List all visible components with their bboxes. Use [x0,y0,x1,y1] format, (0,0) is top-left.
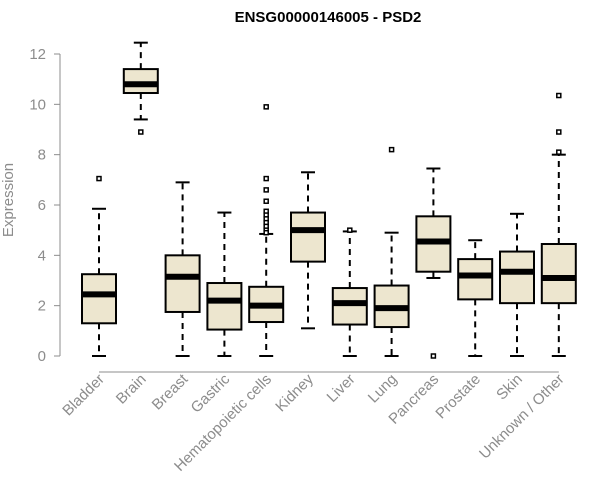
y-tick-label: 2 [38,298,46,315]
box-iqr [540,243,577,305]
box-lung [373,146,410,357]
outlier-point [263,198,269,204]
outlier-point [263,187,269,193]
box-skin [499,212,535,357]
box-prostate [457,239,494,357]
box-iqr [499,250,535,305]
outlier-point [556,149,562,155]
outlier-point [263,229,269,236]
outlier-point [96,175,102,182]
box-iqr [206,282,243,331]
outlier-point [388,146,395,153]
outlier-point [347,227,353,233]
y-tick-label: 8 [38,147,46,164]
axes: 0 2 4 6 8 10 12 [29,46,559,373]
outlier-point [556,92,562,99]
boxes-group [81,41,577,359]
x-tick-label: Breast [149,370,192,413]
box-brain [122,41,159,135]
box-iqr [81,273,117,325]
box-iqr [122,68,159,95]
x-tick-label: Lung [365,371,401,407]
box-iqr [164,254,201,313]
outlier-point [263,175,269,182]
x-tick-label: Kidney [272,370,317,415]
x-tick-label: Liver [324,371,359,406]
box-gastric [206,211,243,357]
y-tick-label: 12 [29,46,46,63]
box-unknown-other [540,92,577,357]
x-tick-label: Skin [493,371,526,404]
y-tick-label: 10 [29,96,46,113]
box-pancreas [415,167,452,359]
y-tick-label: 6 [38,197,46,214]
x-tick-label: Bladder [59,371,108,420]
x-tick-label: Prostate [432,371,484,423]
box-bladder [81,175,117,357]
outlier-point [556,129,562,135]
box-iqr [290,211,326,263]
box-breast [164,181,201,357]
y-axis-label: Expression [0,163,17,237]
box-liver [331,227,368,357]
outlier-point [430,353,437,359]
box-iqr [331,287,368,326]
outlier-point [138,129,144,135]
outlier-point [263,104,269,110]
box-hematopoietic-cells [248,104,285,357]
box-iqr [457,258,494,301]
chart-title: ENSG00000146005 - PSD2 [235,9,422,26]
y-tick-label: 0 [38,348,46,365]
x-tick-label: Brain [113,371,150,408]
y-tick-label: 4 [38,247,46,264]
box-kidney [290,171,326,330]
